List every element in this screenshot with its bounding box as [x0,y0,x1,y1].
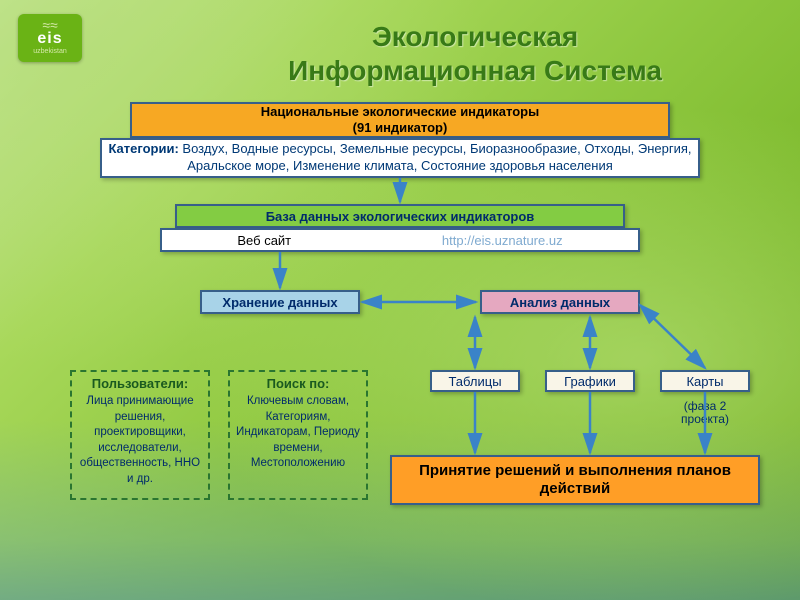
maps-box: Карты [660,370,750,392]
tables-box: Таблицы [430,370,520,392]
users-title: Пользователи: [92,376,189,391]
search-body: Ключевым словам, Категориям, Индикаторам… [234,394,362,472]
database-box: База данных экологических индикаторов [175,204,625,228]
website-box: Веб сайт http://eis.uznature.uz [160,228,640,252]
page-title: Экологическая Информационная Система [250,20,700,87]
decision-box: Принятие решений и выполнения планов дей… [390,455,760,505]
website-label: Веб сайт [237,233,291,248]
users-box: Пользователи: Лица принимающие решения, … [70,370,210,500]
website-url[interactable]: http://eis.uznature.uz [442,233,563,248]
search-title: Поиск по: [267,376,330,391]
analysis-box: Анализ данных [480,290,640,314]
charts-box: Графики [545,370,635,392]
maps-note: (фаза 2 проекта) [660,400,750,426]
search-box: Поиск по: Ключевым словам, Категориям, И… [228,370,368,500]
logo-waves-icon: ≈≈ [42,21,57,31]
background-decoration [0,0,800,600]
users-body: Лица принимающие решения, проектировщики… [76,394,204,487]
indicators-count: (91 индикатор) [353,120,448,136]
indicators-header: Национальные экологические индикаторы [261,104,539,120]
categories-text: Категории: Воздух, Водные ресурсы, Земел… [108,141,692,175]
logo-subtitle: uzbekistan [33,48,66,55]
indicators-header-box: Национальные экологические индикаторы (9… [130,102,670,138]
categories-box: Категории: Воздух, Водные ресурсы, Земел… [100,138,700,178]
storage-box: Хранение данных [200,290,360,314]
eis-logo: ≈≈ eis uzbekistan [18,14,82,62]
flow-arrows [0,0,800,600]
logo-brand: eis [37,30,62,48]
